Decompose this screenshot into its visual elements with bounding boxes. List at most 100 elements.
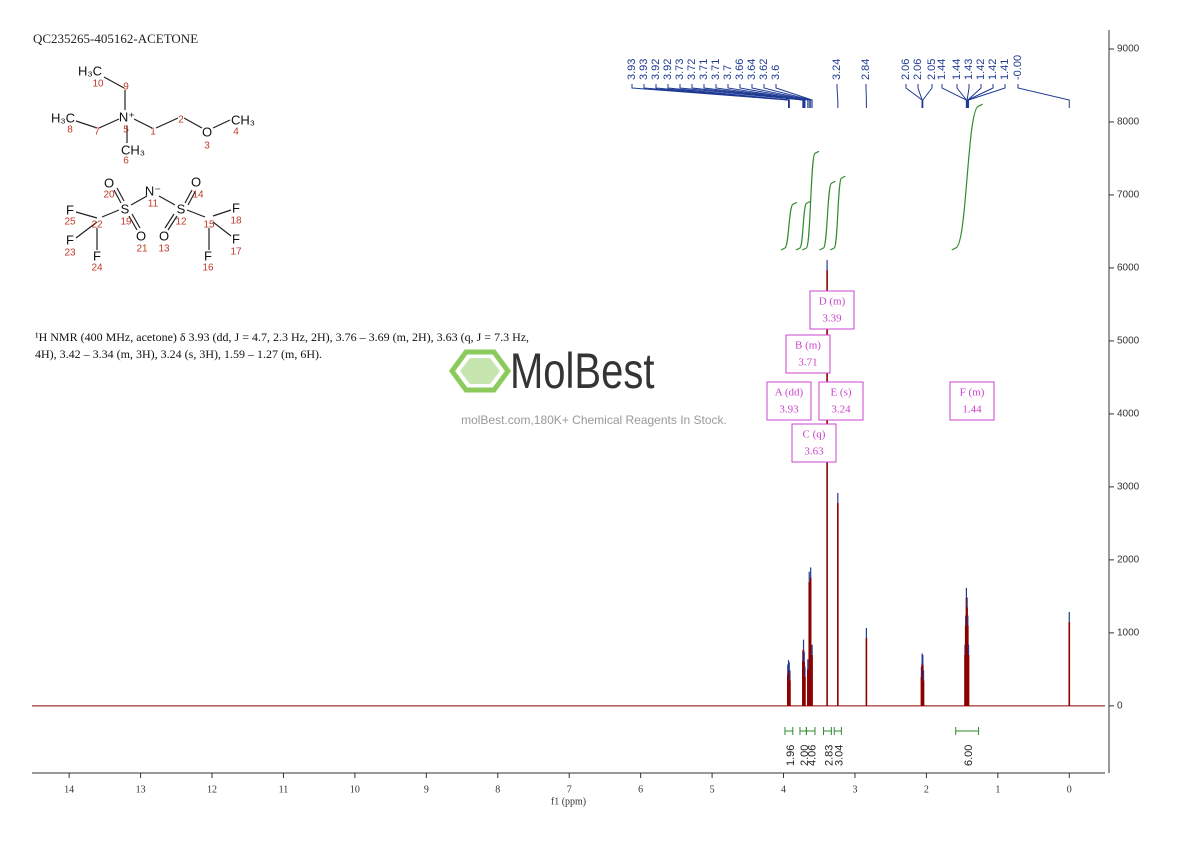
peak-connector — [739, 84, 809, 108]
peak-label: 3.66 — [734, 59, 746, 80]
peak-connector — [922, 84, 933, 108]
x-tick-label: 8 — [495, 784, 500, 795]
peak-label: 1.42 — [975, 59, 987, 80]
peak-connector — [968, 84, 1006, 108]
atom-label: CH₃ — [231, 112, 255, 127]
peak-label: 3.71 — [710, 59, 722, 80]
x-tick-label: 9 — [424, 784, 429, 795]
atom-label: O — [159, 228, 169, 243]
x-tick-label: 5 — [710, 784, 715, 795]
peak-connector — [966, 84, 970, 108]
peak-connector — [967, 84, 982, 108]
atom-label: S — [121, 201, 130, 216]
peak-label: 2.06 — [912, 59, 924, 80]
integral-curve — [951, 103, 983, 251]
peak-label: 3.92 — [650, 59, 662, 80]
atom-label: CH₃ — [121, 142, 145, 157]
peak-connector — [679, 84, 804, 108]
atom-label: O — [202, 124, 212, 139]
x-tick-label: 11 — [279, 784, 289, 795]
multiplet-box — [949, 381, 995, 421]
multiplet-shift: 3.24 — [831, 404, 851, 416]
peak-label: 1.44 — [951, 59, 963, 80]
integral-curve — [819, 180, 836, 251]
atom-locant: 25 — [64, 217, 76, 228]
title: QC235265-405162-ACETONE — [33, 31, 198, 46]
peak-label: 3.62 — [758, 59, 770, 80]
integral-label: 4.06 — [807, 745, 819, 766]
integral-bracket — [784, 727, 794, 735]
peak-connector — [1017, 84, 1070, 108]
peak-connector — [667, 84, 790, 108]
integral-bracket — [833, 727, 842, 735]
atom-label: F — [204, 248, 212, 263]
atom-locant: 14 — [192, 190, 204, 201]
x-tick-label: 13 — [136, 784, 146, 795]
y-tick-label: 7000 — [1117, 190, 1140, 201]
atom-locant: 12 — [175, 217, 187, 228]
watermark-tagline: molBest.com,180K+ Chemical Reagents In S… — [461, 413, 727, 427]
peak-label: 1.43 — [963, 59, 975, 80]
atom-locant: 9 — [123, 82, 129, 93]
multiplet-box — [809, 290, 855, 330]
peak-connector — [715, 84, 805, 108]
multiplet-label: D (m) — [819, 296, 846, 308]
x-tick-label: 6 — [638, 784, 643, 795]
peak-label: 2.84 — [860, 59, 872, 80]
atom-locant: 20 — [103, 190, 115, 201]
peak-label: 3.7 — [722, 65, 734, 80]
atom-locant: 13 — [158, 244, 170, 255]
multiplet-shift: 3.39 — [822, 313, 842, 325]
multiplet-shift: 1.44 — [962, 404, 982, 416]
atom-locant: 24 — [91, 263, 103, 274]
atom-locant: 21 — [136, 244, 148, 255]
multiplet-shift: 3.63 — [804, 446, 824, 458]
peak-label: 1.44 — [936, 59, 948, 80]
multiplet-label: B (m) — [795, 340, 821, 352]
multiplet-box — [818, 381, 864, 421]
atom-locant: 1 — [150, 127, 156, 138]
atom-locant: 4 — [233, 127, 239, 138]
atom-label: F — [66, 202, 74, 217]
integral-label: 6.00 — [963, 745, 975, 766]
x-axis-label: f1 (ppm) — [551, 796, 586, 807]
peak-connector — [763, 84, 812, 108]
y-tick-label: 5000 — [1117, 336, 1140, 347]
peak-connector — [956, 84, 967, 108]
watermark-brand: MolBest — [510, 343, 655, 399]
peak-connector — [775, 84, 813, 108]
peak-connector — [836, 84, 839, 108]
peak-connector — [905, 84, 923, 108]
peak-label: 3.71 — [698, 59, 710, 80]
atom-locant: 15 — [203, 220, 215, 231]
peak-label: 3.93 — [626, 59, 638, 80]
atom-locant: 11 — [148, 199, 159, 210]
integral-label: 2.83 — [823, 745, 835, 766]
x-tick-label: 12 — [207, 784, 217, 795]
atom-label: O — [191, 174, 201, 189]
multiplet-shift: 3.71 — [798, 357, 817, 369]
atom-locant: 6 — [123, 156, 129, 167]
x-tick-label: 4 — [781, 784, 786, 795]
x-tick-label: 1 — [995, 784, 1000, 795]
atom-locant: 19 — [120, 217, 132, 228]
atom-locant: 22 — [91, 220, 103, 231]
x-tick-label: 7 — [567, 784, 572, 795]
y-tick-label: 2000 — [1117, 555, 1140, 566]
nmr-description: 4H), 3.42 – 3.34 (m, 3H), 3.24 (s, 3H), … — [35, 347, 322, 361]
multiplet-label: C (q) — [803, 429, 826, 441]
structure-bonds — [75, 76, 232, 250]
integral-label: 2.00 — [799, 745, 811, 766]
integral-bracket — [805, 727, 816, 735]
x-tick-label: 14 — [64, 784, 74, 795]
atom-label: O — [104, 175, 114, 190]
atom-locant: 7 — [94, 127, 100, 138]
multiplet-box — [766, 381, 812, 421]
peak-label: 1.42 — [987, 59, 999, 80]
y-tick-label: 4000 — [1117, 409, 1140, 420]
peak-label: 1.41 — [999, 59, 1011, 80]
atom-label: N⁻ — [145, 183, 161, 198]
x-tick-label: 3 — [852, 784, 857, 795]
x-tick-label: 2 — [924, 784, 929, 795]
